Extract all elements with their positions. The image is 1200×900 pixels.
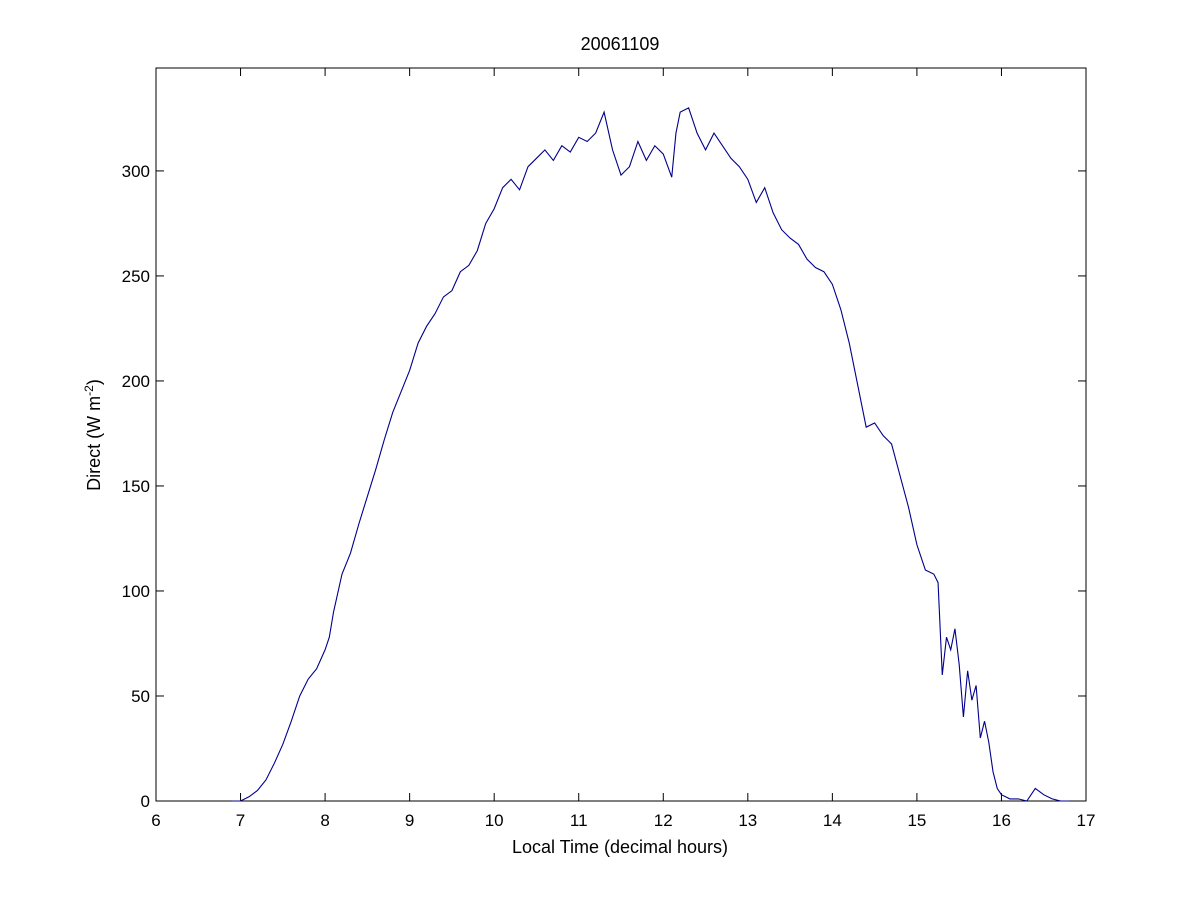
y-tick-label: 0: [141, 792, 150, 811]
direct-radiation-line: [232, 107, 1070, 802]
x-tick-label: 11: [570, 811, 588, 830]
y-axis-label-main: Direct (W m: [84, 396, 104, 491]
x-tick-label: 13: [738, 811, 757, 830]
y-tick-label: 150: [122, 477, 150, 496]
y-axis-label: Direct (W m-2): [82, 379, 104, 491]
x-tick-label: 14: [823, 811, 842, 830]
y-axis-label-close: ): [84, 379, 104, 385]
x-tick-label: 8: [320, 811, 329, 830]
y-tick-label: 100: [122, 582, 150, 601]
y-tick-label: 50: [131, 687, 150, 706]
x-tick-label: 10: [485, 811, 504, 830]
x-tick-label: 9: [405, 811, 414, 830]
x-tick-label: 17: [1077, 811, 1096, 830]
x-tick-label: 6: [151, 811, 160, 830]
chart-title: 20061109: [581, 34, 660, 54]
x-tick-label: 12: [654, 811, 673, 830]
x-tick-label: 15: [907, 811, 926, 830]
plot-area: [155, 67, 1087, 802]
y-tick-label: 200: [122, 372, 150, 391]
axis-ticks: [155, 68, 1087, 802]
y-tick-label: 250: [122, 267, 150, 286]
y-tick-label: 300: [122, 162, 150, 181]
x-tick-label: 16: [992, 811, 1011, 830]
axis-tick-labels: 6 7 8 9 10 11 12 13 14 15 16 17 0 50 100 150 200 250 300: [122, 162, 1096, 830]
x-axis-label: Local Time (decimal hours): [512, 837, 728, 857]
y-axis-label-superscript: -2: [82, 385, 96, 396]
x-tick-label: 7: [236, 811, 245, 830]
